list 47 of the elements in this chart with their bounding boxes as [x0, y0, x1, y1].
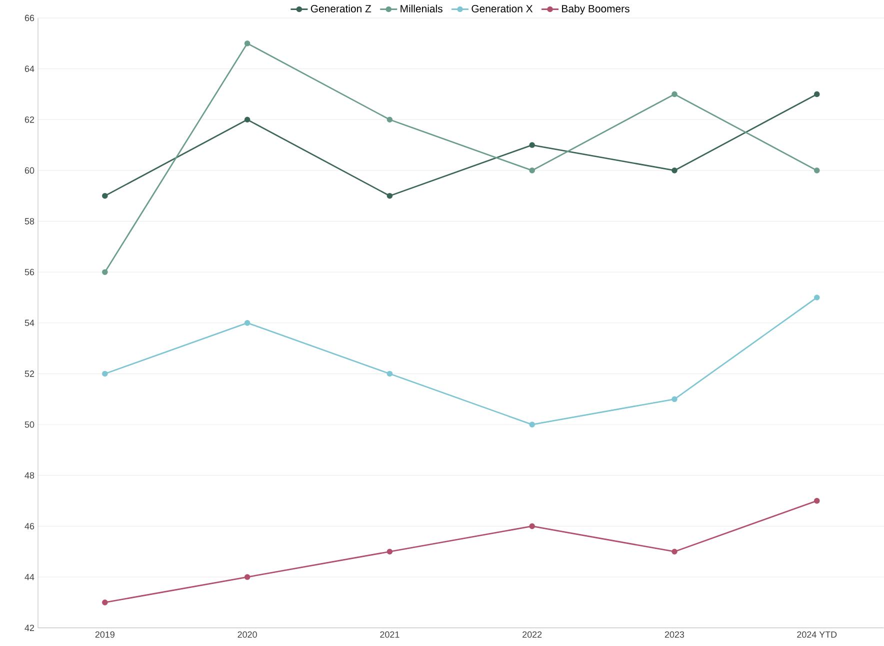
point	[814, 168, 820, 174]
point	[244, 116, 250, 123]
legend-label: Millenials	[400, 4, 442, 12]
y-tick-label: 44	[24, 574, 34, 580]
legend-label: Generation Z	[310, 4, 372, 12]
point	[102, 600, 108, 606]
point	[814, 498, 820, 504]
point	[102, 269, 108, 276]
point	[672, 396, 678, 402]
point	[244, 320, 250, 326]
point	[386, 370, 393, 377]
y-tick-label: 56	[24, 268, 34, 276]
point	[244, 40, 250, 46]
y-tick-label: 52	[24, 370, 34, 377]
x-tick-label: 2023	[664, 631, 684, 638]
y-tick-label: 64	[24, 66, 34, 72]
point	[672, 548, 678, 555]
point	[102, 370, 108, 377]
point	[529, 422, 535, 428]
point	[244, 574, 250, 580]
point	[102, 193, 108, 199]
point	[529, 142, 535, 148]
point	[672, 168, 678, 174]
point	[529, 168, 535, 174]
x-tick-label: 2020	[238, 631, 257, 638]
y-tick-label: 48	[24, 472, 34, 479]
legend-label: Baby Boomers	[562, 4, 630, 15]
point	[386, 548, 393, 555]
y-tick-label: 66	[24, 14, 34, 22]
x-tick-label: 2022	[522, 631, 542, 638]
point	[814, 91, 820, 98]
y-tick-label: 46	[24, 523, 34, 530]
y-tick-label: 54	[24, 320, 34, 326]
x-tick-label: 2019	[95, 631, 114, 638]
x-tick-label: 2024 YTD	[797, 631, 837, 638]
x-tick-label: 2021	[380, 631, 400, 638]
point	[386, 116, 393, 123]
point	[529, 523, 535, 530]
y-tick-label: 62	[24, 116, 34, 123]
y-tick-label: 60	[24, 167, 34, 174]
y-tick-label: 50	[24, 421, 34, 428]
y-tick-label: 42	[24, 624, 34, 632]
y-tick-label: 58	[24, 218, 34, 225]
point	[672, 91, 678, 98]
point	[386, 193, 393, 199]
legend-label: Generation X	[472, 4, 533, 12]
point	[814, 294, 820, 300]
